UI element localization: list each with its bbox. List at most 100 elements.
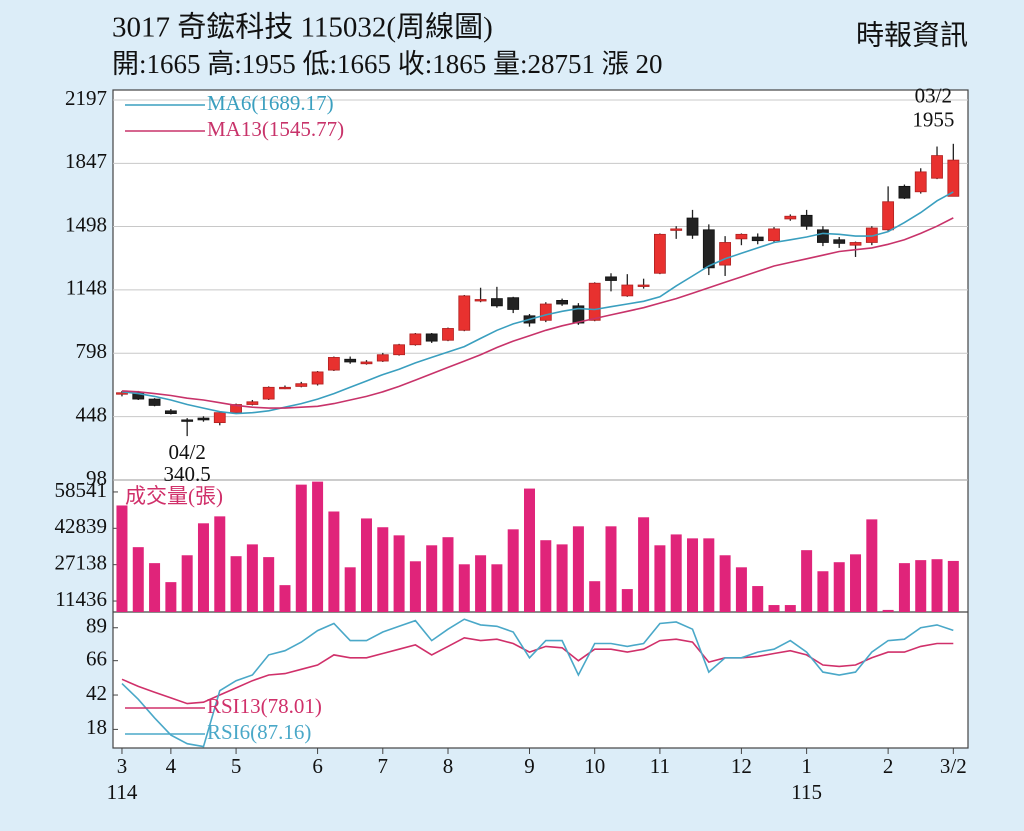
candle-body <box>425 333 438 342</box>
volume-bar <box>328 511 340 612</box>
candle-body <box>164 410 177 414</box>
x-tick-label: 6 <box>312 754 323 778</box>
y-tick-label: 89 <box>86 614 107 638</box>
x-tick-label: 3 <box>117 754 128 778</box>
candle-body <box>817 229 829 243</box>
x-tick-label: 12 <box>731 754 752 778</box>
candle-body <box>539 303 552 321</box>
candle-body <box>702 229 715 269</box>
candle-body <box>507 297 520 310</box>
candle-body <box>849 242 862 246</box>
chart-subtitle: 開:1665 高:1955 低:1665 收:1865 量:28751 漲 20 <box>112 49 663 79</box>
volume-bar <box>344 567 356 612</box>
source: 時報資訊 <box>856 19 968 51</box>
volume-bar <box>719 555 731 612</box>
candle-body <box>670 228 683 231</box>
candle-body <box>719 242 732 266</box>
candle-body <box>882 201 895 231</box>
x-tick-label: 1 <box>801 754 812 778</box>
volume-bar <box>817 571 829 612</box>
volume-bar <box>279 585 291 612</box>
candle-body <box>931 155 943 179</box>
volume-bar <box>393 535 405 612</box>
x-tick-label: 11 <box>650 754 670 778</box>
volume-bar <box>768 605 780 612</box>
candle-body <box>833 239 846 244</box>
volume-bar <box>572 526 584 612</box>
legend-label: MA13(1545.77) <box>207 117 344 141</box>
candle-body <box>605 276 617 281</box>
x-tick-label: 3/2 <box>940 754 967 778</box>
candle-body <box>800 214 813 227</box>
candle-body <box>116 392 128 395</box>
volume-bar <box>360 518 372 612</box>
volume-bar <box>850 554 862 612</box>
candle-body <box>784 215 797 220</box>
candle-body <box>376 354 389 362</box>
volume-bar <box>491 564 503 612</box>
x-tick-label: 2 <box>883 754 894 778</box>
candle-body <box>197 417 210 421</box>
volume-bar <box>931 559 943 612</box>
annotation: 04/2 <box>168 440 205 464</box>
candle-body <box>132 392 145 400</box>
volume-bar <box>605 526 617 612</box>
volume-bar <box>784 605 796 612</box>
volume-bar <box>898 563 910 612</box>
volume-bar <box>801 550 813 612</box>
candle-body <box>311 371 324 385</box>
y-tick-label: 42839 <box>55 514 108 538</box>
volume-bar <box>833 562 845 612</box>
volume-bar <box>458 564 470 612</box>
y-tick-label: 58541 <box>55 478 108 502</box>
y-tick-label: 448 <box>76 402 108 426</box>
x-tick-label: 10 <box>584 754 605 778</box>
y-tick-label: 798 <box>76 339 108 363</box>
candle-body <box>295 383 308 387</box>
volume-bar <box>752 586 764 612</box>
candle-body <box>686 217 699 236</box>
y-tick-label: 98 <box>86 466 107 490</box>
legend-label: RSI13(78.01) <box>207 694 322 718</box>
plot-frame <box>112 89 969 749</box>
volume-bar <box>947 560 959 612</box>
volume-bar <box>915 560 927 612</box>
candle-body <box>898 185 911 199</box>
candle-body <box>393 344 405 356</box>
volume-bar <box>230 556 242 612</box>
volume-bar <box>475 555 487 612</box>
volume-bar <box>866 519 878 612</box>
volume-bar <box>312 481 324 612</box>
y-tick-label: 11436 <box>55 587 107 611</box>
x-tick-label: 9 <box>524 754 535 778</box>
volume-bar <box>735 567 747 612</box>
legend-label: RSI6(87.16) <box>207 720 311 744</box>
x-tick-label: 5 <box>231 754 242 778</box>
candle-body <box>490 298 503 307</box>
candle-body <box>230 404 242 414</box>
candle-body <box>360 361 373 365</box>
volume-bar <box>687 538 699 612</box>
volume-bar <box>621 589 633 612</box>
y-tick-label: 42 <box>86 681 107 705</box>
y-tick-label: 66 <box>86 646 107 670</box>
series-line <box>121 217 954 409</box>
volume-bar <box>214 516 226 612</box>
volume-bar <box>181 555 193 612</box>
volume-bar <box>556 544 568 612</box>
series-line <box>121 618 954 748</box>
candle-body <box>751 236 764 242</box>
candle-body <box>279 386 291 390</box>
annotation: 340.5 <box>164 462 211 486</box>
candle-body <box>181 419 194 422</box>
volume-bar <box>703 538 715 612</box>
legend-label: MA6(1689.17) <box>207 91 334 115</box>
volume-bar <box>442 537 454 612</box>
y-tick-label: 1847 <box>65 149 107 173</box>
candle-body <box>654 233 666 274</box>
volume-bar <box>197 523 209 612</box>
candle-body <box>621 284 634 297</box>
candle-body <box>735 233 748 240</box>
volume-bar <box>263 557 275 612</box>
